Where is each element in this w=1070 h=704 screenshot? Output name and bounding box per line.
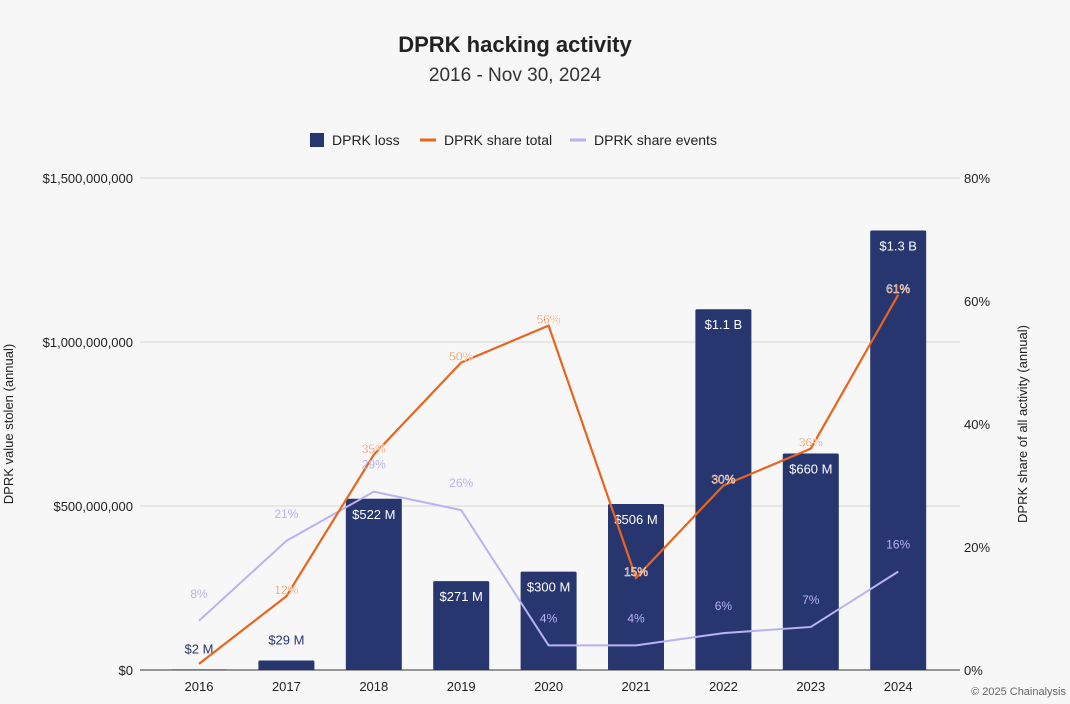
y-tick-right: 0% [964,663,983,678]
y-tick-right: 20% [964,540,990,555]
data-label: 36% [799,436,823,450]
y-tick-left: $1,000,000,000 [43,335,133,350]
data-label: 4% [540,611,558,625]
bar-label: $506 M [614,512,657,527]
data-label: 7% [802,593,820,607]
legend-swatch-bar [310,133,324,147]
y-tick-right: 60% [964,294,990,309]
data-label: 56% [537,313,561,327]
bar [608,504,664,670]
bar-label: $1.3 B [879,238,917,253]
x-tick: 2024 [884,679,913,694]
line-share-events [198,490,899,647]
bar [695,309,752,670]
x-tick: 2019 [447,679,476,694]
legend-label: DPRK share total [444,132,552,148]
bar [345,498,402,670]
chart-subtitle: 2016 - Nov 30, 2024 [429,65,602,86]
x-tick: 2018 [359,679,388,694]
bar [870,230,927,671]
data-label: 30% [711,473,735,487]
data-label: 8% [190,587,208,601]
chart-title: DPRK hacking activity [398,32,632,57]
bar [433,581,490,670]
bar [782,453,839,670]
legend-label: DPRK loss [332,132,400,148]
bar-label: $660 M [789,462,832,477]
legend-label: DPRK share events [594,132,717,148]
data-label: 12% [274,583,298,597]
data-label: 26% [449,476,473,490]
data-label: 4% [627,611,645,625]
y-tick-right: 80% [964,171,990,186]
bar-label: $300 M [527,580,570,595]
y-tick-left: $1,500,000,000 [43,171,133,186]
x-tick: 2016 [185,679,214,694]
x-tick: 2022 [709,679,738,694]
data-label: 6% [715,599,733,613]
bar-label: $271 M [440,589,483,604]
line-share-total [198,294,900,665]
data-label: 16% [886,538,910,552]
bar-label: $1.1 B [705,317,743,332]
bar-label: $29 M [268,632,304,647]
y-axis-label-right: DPRK share of all activity (annual) [1015,325,1030,523]
x-tick: 2020 [534,679,563,694]
bar-label: $2 M [185,641,214,656]
bar-label: $522 M [352,507,395,522]
y-tick-right: 40% [964,417,990,432]
data-label: 50% [449,350,473,364]
y-axis-label-left: DPRK value stolen (annual) [1,344,16,504]
footer-credit: © 2025 Chainalysis [971,686,1066,698]
bar [258,660,315,670]
data-label: 21% [274,507,298,521]
y-tick-left: $0 [119,663,133,678]
data-label: 35% [362,442,386,456]
y-tick-left: $500,000,000 [53,499,133,514]
x-tick: 2021 [622,679,651,694]
x-tick: 2023 [796,679,825,694]
x-tick: 2017 [272,679,301,694]
data-label: 29% [362,458,386,472]
bar [171,669,227,670]
data-label: 61% [886,282,910,296]
data-label: 15% [624,565,648,579]
